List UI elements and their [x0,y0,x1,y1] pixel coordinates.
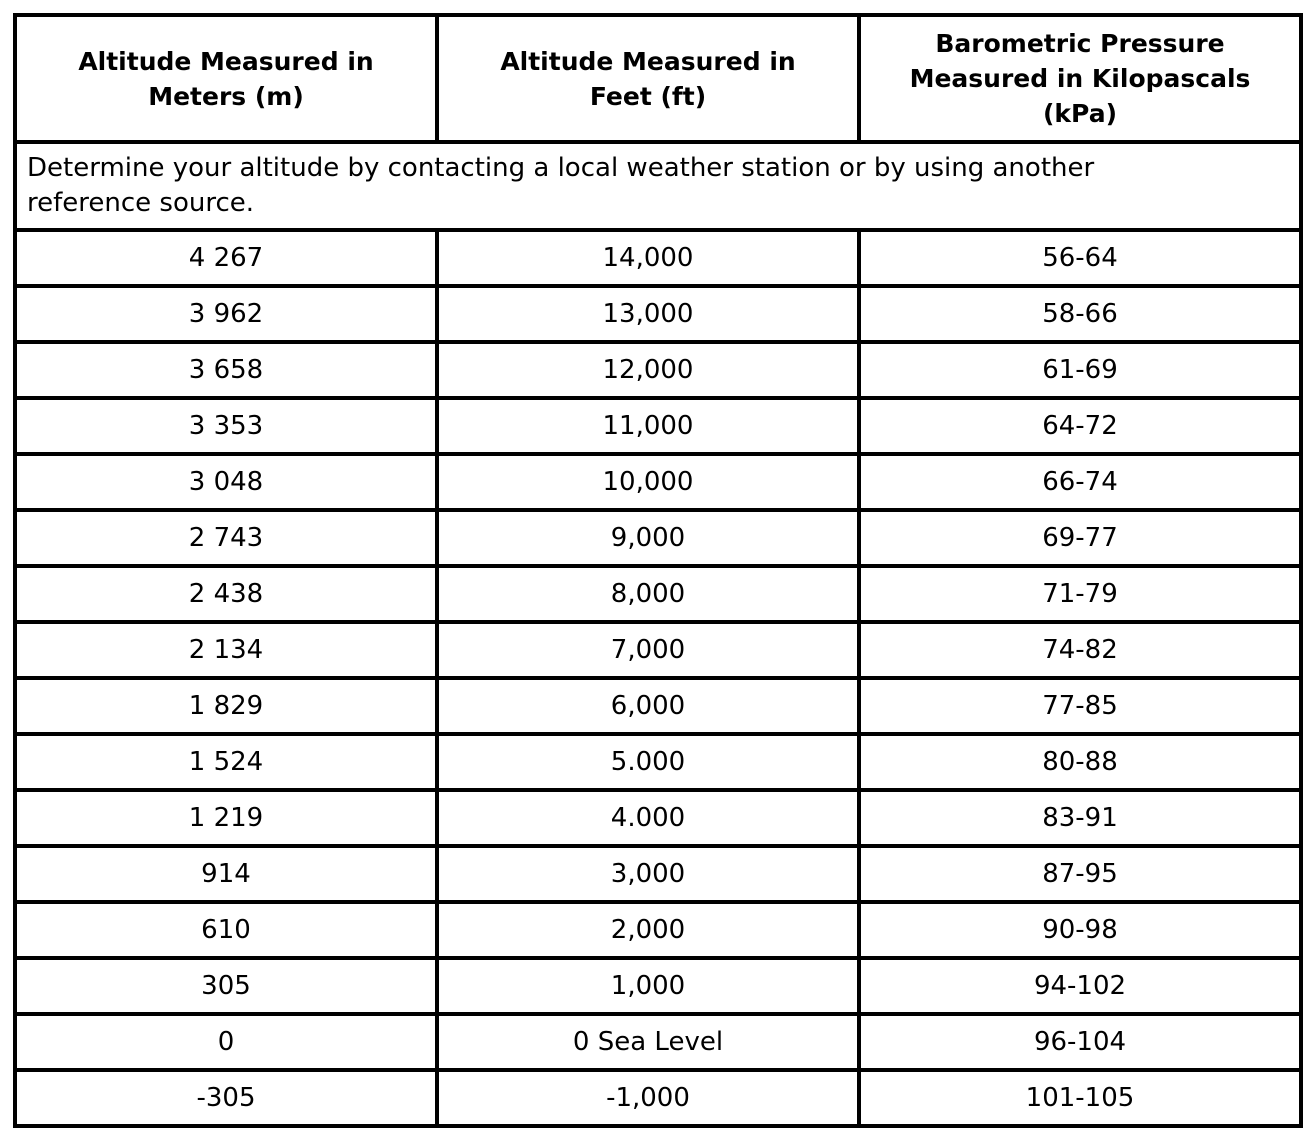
cell-pressure-kpa: 90-98 [857,900,1303,960]
cell-altitude-feet: 1,000 [435,956,861,1016]
table-row: 1 524 5.000 80-88 [13,732,1303,792]
cell-altitude-meters: 2 438 [13,564,439,624]
cell-pressure-kpa: 83-91 [857,788,1303,848]
table-row: 2 743 9,000 69-77 [13,508,1303,568]
cell-pressure-kpa: 74-82 [857,620,1303,680]
cell-pressure-kpa: 80-88 [857,732,1303,792]
table-row: 3 353 11,000 64-72 [13,396,1303,456]
cell-pressure-kpa: 56-64 [857,228,1303,288]
table-row: -305 -1,000 101-105 [13,1068,1303,1128]
cell-altitude-feet: 2,000 [435,900,861,960]
table-row: 914 3,000 87-95 [13,844,1303,904]
cell-pressure-kpa: 64-72 [857,396,1303,456]
table-row: 0 0 Sea Level 96-104 [13,1012,1303,1072]
cell-altitude-feet: 9,000 [435,508,861,568]
cell-pressure-kpa: 66-74 [857,452,1303,512]
table-body: 4 267 14,000 56-64 3 962 13,000 58-66 3 … [13,228,1303,1128]
header-altitude-meters: Altitude Measured in Meters (m) [13,13,439,144]
cell-altitude-feet: 5.000 [435,732,861,792]
table-row: 2 134 7,000 74-82 [13,620,1303,680]
table-note: Determine your altitude by contacting a … [13,140,1303,232]
cell-altitude-feet: 13,000 [435,284,861,344]
cell-altitude-meters: 914 [13,844,439,904]
cell-pressure-kpa: 101-105 [857,1068,1303,1128]
cell-altitude-feet: -1,000 [435,1068,861,1128]
cell-pressure-kpa: 96-104 [857,1012,1303,1072]
cell-altitude-feet: 4.000 [435,788,861,848]
table-row: 3 658 12,000 61-69 [13,340,1303,400]
cell-altitude-meters: 3 353 [13,396,439,456]
cell-altitude-feet: 7,000 [435,620,861,680]
cell-altitude-feet: 10,000 [435,452,861,512]
cell-altitude-feet: 12,000 [435,340,861,400]
table-row: 305 1,000 94-102 [13,956,1303,1016]
cell-altitude-feet: 14,000 [435,228,861,288]
cell-altitude-meters: 1 524 [13,732,439,792]
cell-altitude-meters: 2 743 [13,508,439,568]
cell-altitude-meters: 3 658 [13,340,439,400]
header-altitude-feet: Altitude Measured in Feet (ft) [435,13,861,144]
altitude-pressure-table: Altitude Measured in Meters (m) Altitude… [13,13,1303,1128]
cell-altitude-feet: 11,000 [435,396,861,456]
cell-altitude-meters: 3 048 [13,452,439,512]
table-row: 3 962 13,000 58-66 [13,284,1303,344]
cell-altitude-meters: 2 134 [13,620,439,680]
cell-pressure-kpa: 94-102 [857,956,1303,1016]
table-row: 610 2,000 90-98 [13,900,1303,960]
table-row: 1 219 4.000 83-91 [13,788,1303,848]
cell-pressure-kpa: 69-77 [857,508,1303,568]
cell-altitude-meters: 610 [13,900,439,960]
cell-pressure-kpa: 61-69 [857,340,1303,400]
table-row: 3 048 10,000 66-74 [13,452,1303,512]
cell-altitude-meters: 3 962 [13,284,439,344]
cell-pressure-kpa: 58-66 [857,284,1303,344]
cell-altitude-meters: 305 [13,956,439,1016]
cell-pressure-kpa: 77-85 [857,676,1303,736]
cell-pressure-kpa: 87-95 [857,844,1303,904]
cell-altitude-meters: 1 219 [13,788,439,848]
cell-altitude-meters: 1 829 [13,676,439,736]
cell-altitude-feet: 8,000 [435,564,861,624]
cell-altitude-meters: 0 [13,1012,439,1072]
table-row: 4 267 14,000 56-64 [13,228,1303,288]
cell-altitude-feet: 6,000 [435,676,861,736]
table-row: 1 829 6,000 77-85 [13,676,1303,736]
cell-altitude-feet: 0 Sea Level [435,1012,861,1072]
header-row: Altitude Measured in Meters (m) Altitude… [13,13,1303,144]
cell-pressure-kpa: 71-79 [857,564,1303,624]
cell-altitude-feet: 3,000 [435,844,861,904]
cell-altitude-meters: 4 267 [13,228,439,288]
cell-altitude-meters: -305 [13,1068,439,1128]
table-row: 2 438 8,000 71-79 [13,564,1303,624]
header-barometric-pressure: Barometric Pressure Measured in Kilopasc… [857,13,1303,144]
note-row: Determine your altitude by contacting a … [13,140,1303,232]
